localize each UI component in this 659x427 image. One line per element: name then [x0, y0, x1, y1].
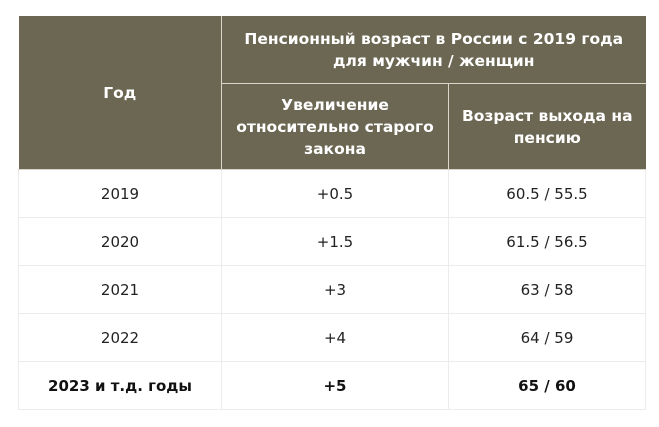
pension-age-table-container: Год Пенсионный возраст в России с 2019 г… — [18, 16, 646, 410]
table-row: 2020 +1.5 61.5 / 56.5 — [18, 217, 646, 266]
table-row: 2022 +4 64 / 59 — [18, 313, 646, 362]
cell-increase: +5 — [221, 361, 449, 410]
header-retirement-age: Возраст выхода на пенсию — [448, 83, 646, 170]
table-body: 2019 +0.5 60.5 / 55.5 2020 +1.5 61.5 / 5… — [18, 169, 646, 410]
header-group-title: Пенсионный возраст в России с 2019 года … — [221, 16, 646, 85]
cell-age: 61.5 / 56.5 — [448, 217, 646, 266]
cell-year: 2022 — [18, 313, 222, 362]
cell-increase: +3 — [221, 265, 449, 314]
cell-increase: +0.5 — [221, 169, 449, 218]
pension-age-table: Год Пенсионный возраст в России с 2019 г… — [18, 16, 646, 410]
table-header: Год Пенсионный возраст в России с 2019 г… — [18, 16, 646, 170]
cell-age: 63 / 58 — [448, 265, 646, 314]
table-row: 2019 +0.5 60.5 / 55.5 — [18, 169, 646, 218]
cell-year: 2023 и т.д. годы — [18, 361, 222, 410]
cell-age: 64 / 59 — [448, 313, 646, 362]
header-year: Год — [18, 16, 222, 170]
cell-year: 2020 — [18, 217, 222, 266]
cell-increase: +1.5 — [221, 217, 449, 266]
cell-age: 65 / 60 — [448, 361, 646, 410]
cell-year: 2019 — [18, 169, 222, 218]
header-increase: Увеличение относительно старого закона — [221, 83, 449, 170]
cell-age: 60.5 / 55.5 — [448, 169, 646, 218]
cell-year: 2021 — [18, 265, 222, 314]
table-row: 2023 и т.д. годы +5 65 / 60 — [18, 361, 646, 410]
cell-increase: +4 — [221, 313, 449, 362]
table-row: 2021 +3 63 / 58 — [18, 265, 646, 314]
